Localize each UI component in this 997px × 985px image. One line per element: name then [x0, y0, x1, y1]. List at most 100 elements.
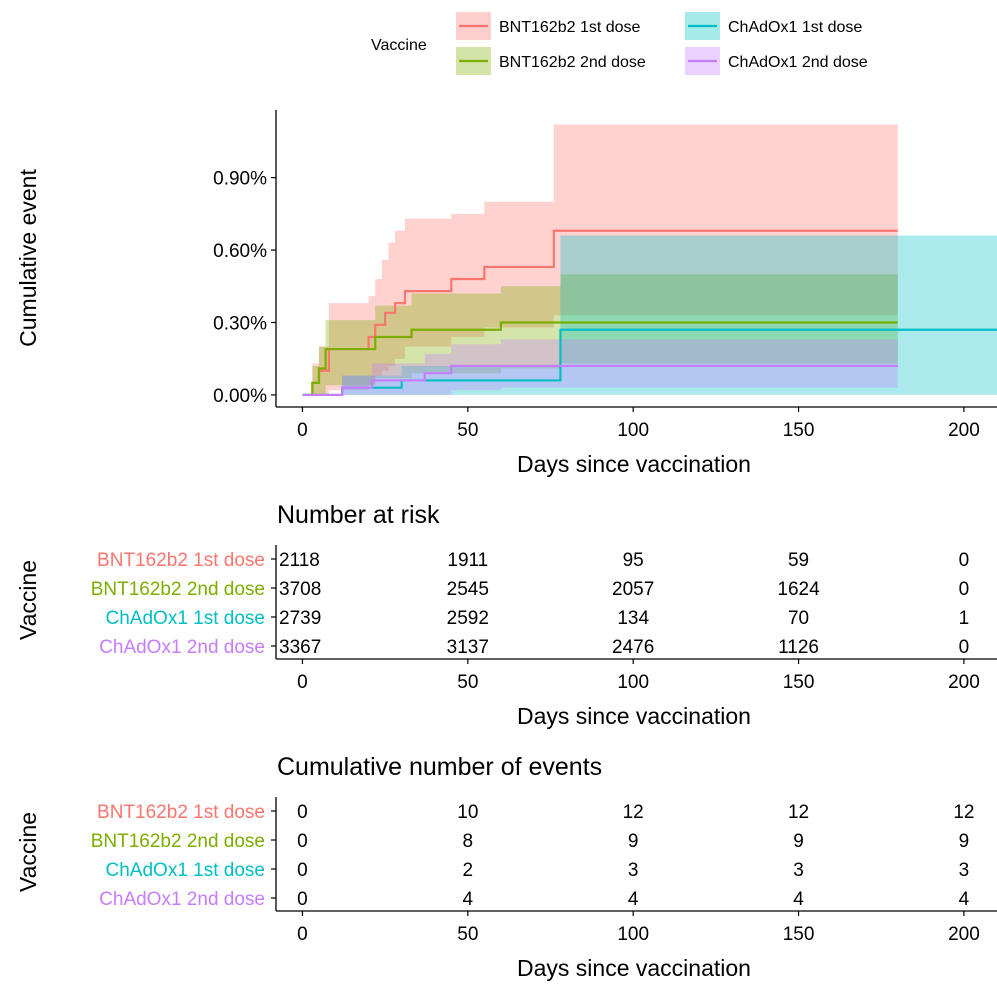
table-cell: 2 — [463, 860, 474, 881]
table-x-ticks: 0 50 100 150 200 — [297, 659, 980, 693]
row-label: BNT162b2 2nd dose — [91, 831, 265, 852]
table-cell: 59 — [788, 550, 809, 571]
y-tick-label: 0.00% — [213, 386, 267, 407]
survival-lines — [302, 229, 997, 397]
legend-title: Vaccine — [371, 37, 427, 54]
table-row: BNT162b2 2nd dose 3708 2545 2057 1624 0 — [91, 579, 970, 600]
legend-label: BNT162b2 2nd dose — [499, 54, 646, 71]
table-cell: 1911 — [447, 550, 488, 571]
table-cell: 2545 — [447, 579, 489, 600]
table-cell: 2118 — [279, 550, 320, 571]
table-x-ticks: 0 50 100 150 200 — [297, 911, 980, 945]
y-tick-label: 0.60% — [213, 241, 267, 262]
x-tick-label: 150 — [783, 420, 815, 441]
table-cell: 70 — [788, 608, 809, 629]
table-cell: 1 — [959, 608, 970, 629]
legend-entry-bnt162b2-1st-dose: BNT162b2 1st dose — [456, 12, 641, 40]
table-cell: 2739 — [279, 608, 321, 629]
band-bnt162b2-2nd-dose — [302, 274, 898, 395]
table-cell: 3 — [793, 860, 804, 881]
x-tick-label: 50 — [457, 672, 478, 693]
x-tick-label: 50 — [457, 420, 478, 441]
table-cell: 3 — [628, 860, 639, 881]
km-plot: Cumulative event 0.00% 0.30% 0.60% 0.90% 0 5… — [15, 110, 997, 477]
table-cell: 4 — [959, 889, 970, 910]
table-cell: 0 — [297, 831, 308, 852]
events-table-y-title: Vaccine — [15, 812, 41, 892]
x-tick-label: 0 — [297, 672, 308, 693]
table-row: ChAdOx1 2nd dose 3367 3137 2476 1126 0 — [99, 637, 969, 658]
legend-entry-chadox1-2nd-dose: ChAdOx1 2nd dose — [685, 47, 868, 75]
band-chadox1-1st-dose — [302, 235, 997, 395]
legend: Vaccine BNT162b2 1st dose BNT162b2 2nd do… — [371, 12, 868, 75]
events-table-title: Cumulative number of events — [277, 753, 602, 781]
table-cell: 1126 — [778, 637, 819, 658]
table-cell: 12 — [788, 802, 809, 823]
table-cell: 10 — [457, 802, 478, 823]
table-row: ChAdOx1 1st dose 2739 2592 134 70 1 — [106, 608, 970, 629]
x-tick-label: 150 — [783, 672, 815, 693]
legend-label: ChAdOx1 1st dose — [728, 19, 862, 36]
x-tick-label: 200 — [948, 924, 980, 945]
table-cell: 134 — [617, 608, 649, 629]
table-row: BNT162b2 1st dose 2118 1911 95 59 0 — [97, 550, 969, 571]
risk-table-title: Number at risk — [277, 501, 440, 529]
x-tick-label: 200 — [948, 420, 980, 441]
y-axis-title: Cumulative event — [15, 169, 41, 347]
table-row: BNT162b2 2nd dose 0 8 9 9 9 — [91, 831, 970, 852]
row-label: ChAdOx1 1st dose — [106, 860, 265, 881]
table-cell: 12 — [953, 802, 974, 823]
table-cell: 2592 — [447, 608, 489, 629]
table-cell: 3708 — [279, 579, 321, 600]
row-label: ChAdOx1 1st dose — [106, 608, 265, 629]
x-tick-label: 100 — [617, 672, 649, 693]
table-cell: 2476 — [612, 637, 654, 658]
y-tick-label: 0.30% — [213, 313, 267, 334]
legend-entry-bnt162b2-2nd-dose: BNT162b2 2nd dose — [456, 47, 646, 75]
table-cell: 9 — [628, 831, 639, 852]
table-cell: 0 — [959, 637, 970, 658]
confidence-bands — [302, 124, 997, 395]
table-cell: 2057 — [612, 579, 654, 600]
x-tick-label: 200 — [948, 672, 980, 693]
x-tick-label: 100 — [617, 420, 649, 441]
row-label: BNT162b2 1st dose — [97, 550, 265, 571]
x-tick-label: 50 — [457, 924, 478, 945]
table-cell: 3137 — [447, 637, 489, 658]
x-tick-label: 0 — [297, 924, 308, 945]
row-label: BNT162b2 2nd dose — [91, 579, 265, 600]
table-cell: 0 — [297, 860, 308, 881]
row-label: BNT162b2 1st dose — [97, 802, 265, 823]
table-cell: 9 — [959, 831, 970, 852]
table-row: BNT162b2 1st dose 0 10 12 12 12 — [97, 802, 974, 823]
row-label: ChAdOx1 2nd dose — [99, 889, 265, 910]
table-cell: 0 — [959, 579, 970, 600]
table-row: ChAdOx1 2nd dose 0 4 4 4 4 — [99, 889, 969, 910]
risk-table-y-title: Vaccine — [15, 560, 41, 640]
table-cell: 95 — [623, 550, 644, 571]
table-cell: 4 — [628, 889, 639, 910]
y-ticks: 0.00% 0.30% 0.60% 0.90% — [213, 169, 276, 407]
x-axis-title: Days since vaccination — [517, 451, 751, 477]
table-row: ChAdOx1 1st dose 0 2 3 3 3 — [106, 860, 970, 881]
legend-entry-chadox1-1st-dose: ChAdOx1 1st dose — [685, 12, 862, 40]
risk-table: Number at risk Vaccine BNT162b2 1st dose… — [15, 501, 997, 729]
band-bnt162b2-1st-dose — [302, 124, 898, 395]
line-chadox1-2nd-dose — [302, 364, 898, 397]
row-label: ChAdOx1 2nd dose — [99, 637, 265, 658]
table-cell: 3 — [959, 860, 970, 881]
table-cell: 8 — [463, 831, 474, 852]
table-cell: 3367 — [279, 637, 321, 658]
line-bnt162b2-2nd-dose — [302, 321, 898, 397]
table-cell: 1624 — [777, 579, 820, 600]
events-table-x-title: Days since vaccination — [517, 955, 751, 981]
x-tick-label: 150 — [783, 924, 815, 945]
risk-table-x-title: Days since vaccination — [517, 703, 751, 729]
table-cell: 0 — [297, 889, 308, 910]
legend-label: BNT162b2 1st dose — [499, 19, 641, 36]
table-cell: 12 — [623, 802, 644, 823]
table-cell: 0 — [959, 550, 970, 571]
table-cell: 4 — [463, 889, 474, 910]
y-tick-label: 0.90% — [213, 169, 267, 190]
